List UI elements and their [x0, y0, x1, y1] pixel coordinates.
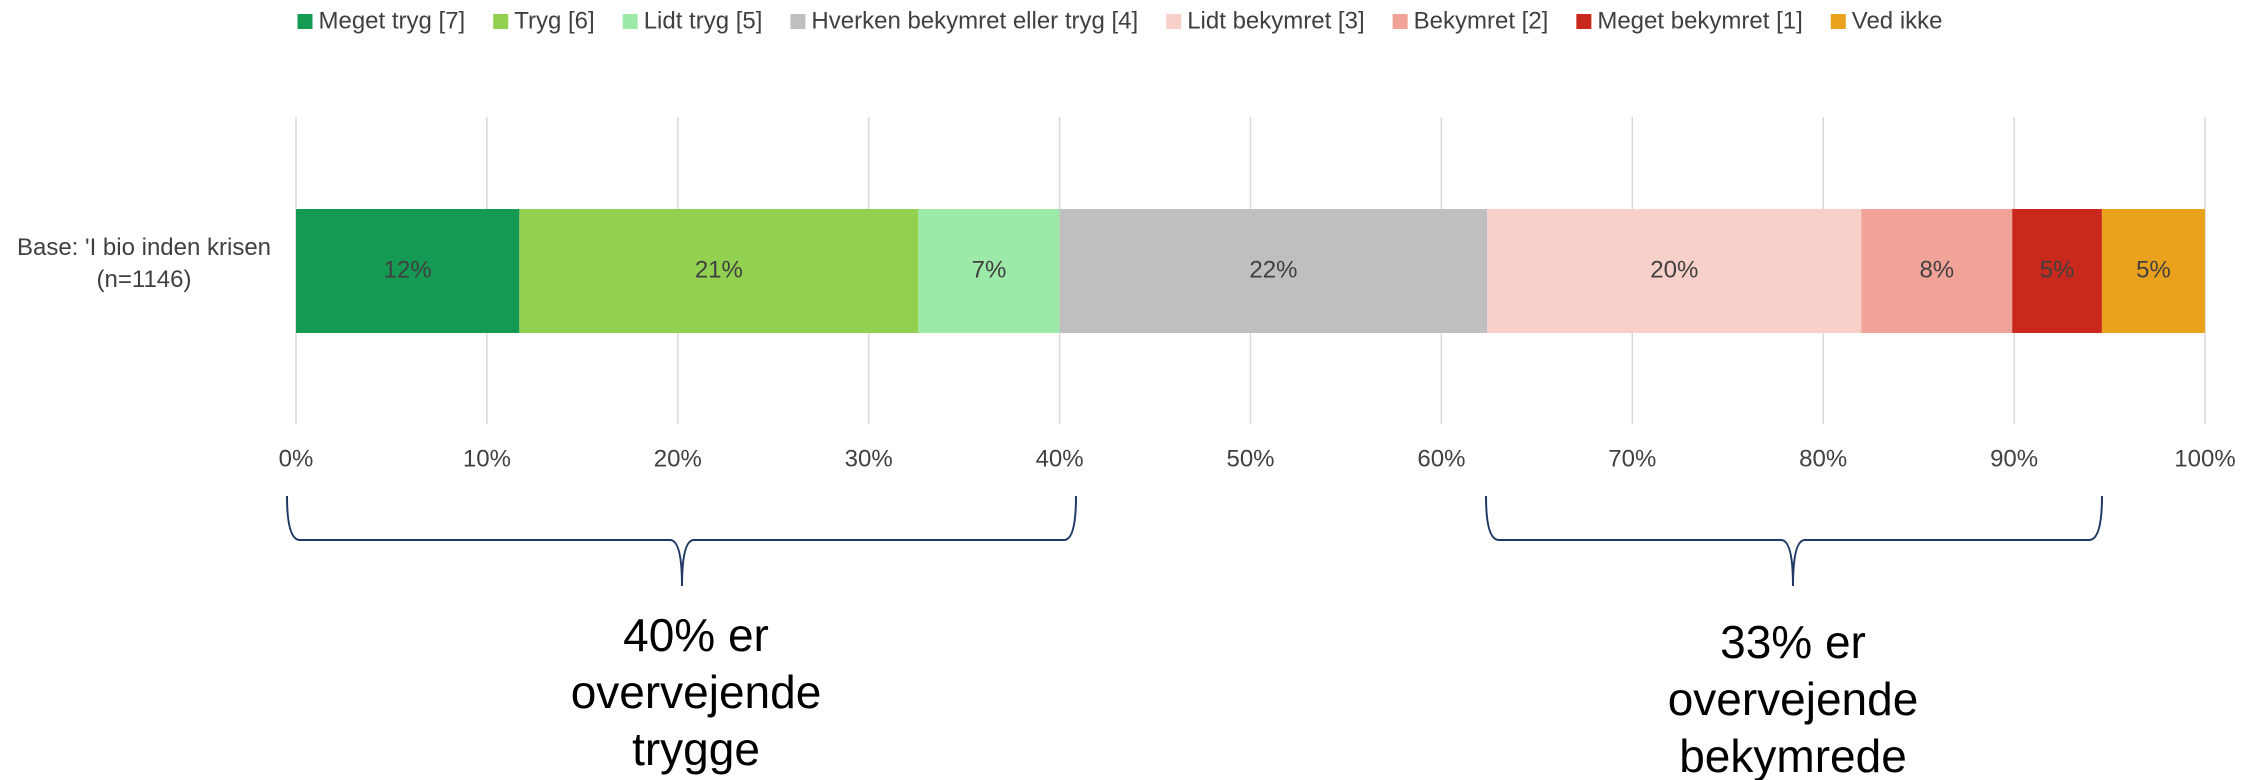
bar-segment	[1059, 209, 1488, 333]
data-label: 8%	[1919, 256, 1954, 283]
bar-segment	[519, 209, 919, 333]
legend-swatch	[790, 14, 806, 29]
x-tick-label: 30%	[845, 445, 893, 472]
bracket	[286, 495, 1077, 587]
data-label: 7%	[972, 256, 1007, 283]
data-label: 12%	[384, 256, 432, 283]
data-label: 20%	[1650, 256, 1698, 283]
bar-segment	[1487, 209, 1862, 333]
legend-label: Bekymret [2]	[1414, 7, 1549, 34]
annotation: overvejende	[571, 666, 822, 718]
x-tick-label: 90%	[1990, 445, 2038, 472]
legend-label: Meget bekymret [1]	[1597, 7, 1802, 34]
annotation: overvejende	[1668, 673, 1919, 725]
legend-swatch	[297, 14, 313, 29]
legend-swatch	[1830, 14, 1846, 29]
x-tick-label: 40%	[1036, 445, 1084, 472]
legend-label: Meget tryg [7]	[318, 7, 465, 34]
bar-segment	[918, 209, 1060, 333]
x-tick-label: 10%	[463, 445, 511, 472]
annotation: 40% er	[623, 609, 769, 661]
annotation: trygge	[632, 723, 760, 775]
data-label: 5%	[2040, 256, 2075, 283]
legend-label: Lidt bekymret [3]	[1187, 7, 1364, 34]
data-label: 21%	[695, 256, 743, 283]
legend-swatch	[1166, 14, 1182, 29]
legend-swatch	[622, 14, 638, 29]
legend-swatch	[493, 14, 509, 29]
legend-swatch	[1392, 14, 1408, 29]
category-label: Base: 'I bio inden krisen (n=1146)	[16, 234, 272, 293]
data-label: 22%	[1249, 256, 1297, 283]
bar-segment	[2101, 209, 2205, 333]
data-label: 5%	[2136, 256, 2171, 283]
x-tick-label: 60%	[1417, 445, 1465, 472]
legend-label: Hverken bekymret eller tryg [4]	[811, 7, 1138, 34]
x-tick-label: 20%	[654, 445, 702, 472]
annotation: 33% er	[1720, 616, 1866, 668]
bar-segment	[296, 209, 520, 333]
x-tick-label: 100%	[2174, 445, 2235, 472]
bracket	[1485, 495, 2103, 587]
legend-label: Ved ikke	[1852, 7, 1943, 34]
annotation: bekymrede	[1679, 730, 1907, 780]
bar-segment	[2012, 209, 2102, 333]
x-tick-label: 50%	[1226, 445, 1274, 472]
bar-segment	[1861, 209, 2013, 333]
x-tick-label: 80%	[1799, 445, 1847, 472]
legend-swatch	[1576, 14, 1592, 29]
x-tick-label: 70%	[1608, 445, 1656, 472]
legend-label: Tryg [6]	[514, 7, 594, 34]
legend-label: Lidt tryg [5]	[644, 7, 763, 34]
x-tick-label: 0%	[279, 445, 314, 472]
